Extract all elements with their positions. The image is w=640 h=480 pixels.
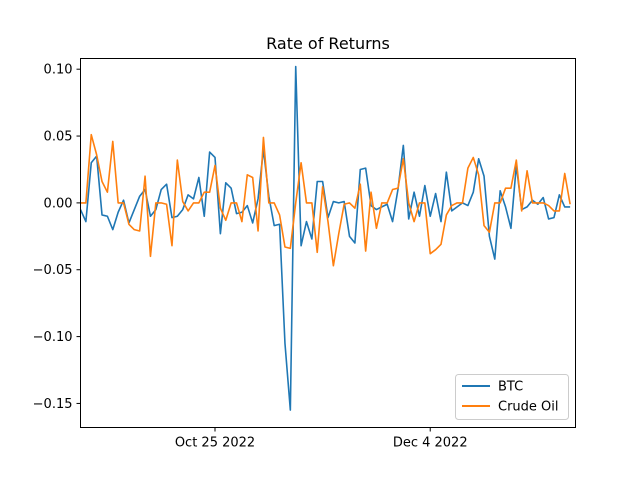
- plot-frame: [80, 58, 576, 428]
- y-tick-label-0: 0.10: [44, 63, 73, 78]
- legend-label-crude-oil: Crude Oil: [498, 400, 559, 415]
- legend: BTC Crude Oil: [455, 374, 569, 420]
- y-tick-label-1: 0.05: [44, 130, 73, 145]
- x-tick-label-1: Dec 4 2022: [393, 436, 468, 451]
- x-axis: Oct 25 2022 Dec 4 2022: [175, 427, 468, 451]
- y-tick-label-5: −0.15: [33, 397, 73, 412]
- series-layer: [79, 65, 571, 411]
- y-axis: 0.10 0.05 0.00 −0.05 −0.10 −0.15: [33, 63, 81, 412]
- legend-label-btc: BTC: [498, 380, 523, 395]
- chart-title: Rate of Returns: [266, 34, 390, 53]
- series-line-crude-oil: [80, 133, 571, 267]
- y-tick-label-4: −0.10: [33, 330, 73, 345]
- x-tick-label-0: Oct 25 2022: [175, 436, 255, 451]
- y-tick-label-2: 0.00: [44, 196, 73, 211]
- y-tick-label-3: −0.05: [33, 263, 73, 278]
